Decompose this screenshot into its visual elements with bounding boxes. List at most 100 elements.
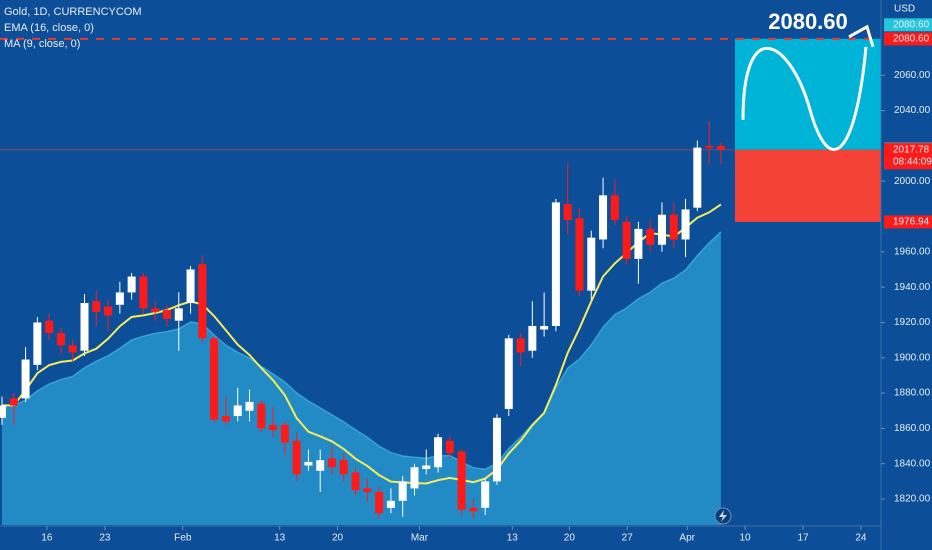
candle-body bbox=[657, 214, 666, 245]
candle-body bbox=[457, 451, 466, 510]
price-tag-label: 2080.60 bbox=[893, 33, 930, 44]
price-tag-label: 2017.78 bbox=[893, 144, 930, 155]
x-tick-label: Feb bbox=[174, 533, 192, 544]
ema-area bbox=[2, 231, 721, 525]
candle-body bbox=[316, 460, 325, 471]
candle-body bbox=[21, 359, 30, 399]
candle-body bbox=[351, 472, 360, 491]
candle-body bbox=[327, 458, 336, 468]
candle-body bbox=[693, 147, 702, 208]
forecast-curve bbox=[741, 46, 868, 151]
candle-body bbox=[599, 195, 608, 240]
candle-body bbox=[646, 228, 655, 245]
candle-body bbox=[610, 195, 619, 221]
candle-body bbox=[551, 202, 560, 326]
candle-body bbox=[587, 237, 596, 291]
candle-body bbox=[233, 405, 242, 417]
candle-body bbox=[528, 325, 537, 351]
candle-body bbox=[9, 398, 18, 406]
candle-body bbox=[210, 338, 219, 420]
y-tick-label: 2040.00 bbox=[894, 105, 931, 116]
ema-line bbox=[2, 231, 722, 471]
forecast-arrow bbox=[848, 24, 875, 48]
candle-body bbox=[198, 264, 207, 339]
candle-body bbox=[339, 460, 348, 475]
candle-body bbox=[245, 401, 254, 411]
y-tick-label: 1840.00 bbox=[894, 458, 931, 469]
candle-body bbox=[422, 465, 431, 470]
candle-body bbox=[162, 310, 171, 319]
x-tick-label: 20 bbox=[564, 533, 576, 544]
indicator-legend: EMA (16, close, 0) bbox=[4, 22, 94, 34]
candle-body bbox=[174, 308, 183, 321]
candle-body bbox=[151, 308, 160, 312]
candle-body bbox=[504, 338, 513, 409]
price-tag-label: 2080.60 bbox=[893, 19, 930, 30]
chart-title: Gold, 1D, CURRENCYCOM bbox=[4, 6, 142, 18]
candle-body bbox=[280, 424, 289, 443]
y-tick-label: 1860.00 bbox=[894, 423, 931, 434]
price-tag-label: 1976.94 bbox=[893, 217, 930, 228]
lightning-icon bbox=[714, 507, 732, 525]
candle-body bbox=[127, 276, 136, 293]
countdown-label: 08:44:09 bbox=[893, 156, 932, 167]
candle-body bbox=[622, 221, 631, 259]
candle-body bbox=[681, 209, 690, 240]
candle-body bbox=[92, 301, 101, 312]
target-annotation: 2080.60 bbox=[768, 9, 848, 34]
price-tag bbox=[884, 143, 932, 170]
position-loss bbox=[735, 149, 881, 222]
candle-body bbox=[221, 416, 230, 422]
x-tick-label: 17 bbox=[797, 533, 809, 544]
x-tick-label: 24 bbox=[855, 533, 867, 544]
candle-body bbox=[410, 467, 419, 489]
candle-body bbox=[56, 333, 65, 346]
candle-body bbox=[304, 461, 313, 466]
candle-body bbox=[80, 303, 89, 351]
x-tick-label: 23 bbox=[99, 533, 111, 544]
x-tick-label: 10 bbox=[739, 533, 751, 544]
x-tick-label: Apr bbox=[679, 533, 695, 544]
candle-body bbox=[186, 269, 195, 304]
x-tick-label: 27 bbox=[622, 533, 634, 544]
candle-body bbox=[481, 481, 490, 508]
price-tag bbox=[884, 32, 932, 46]
candle-body bbox=[492, 417, 501, 482]
candle-body bbox=[445, 440, 454, 454]
y-tick-label: 1900.00 bbox=[894, 352, 931, 363]
candle-body bbox=[0, 405, 7, 418]
candle-body bbox=[375, 491, 384, 514]
candle-body bbox=[563, 204, 572, 221]
candle-body bbox=[434, 437, 443, 468]
y-tick-label: 1920.00 bbox=[894, 317, 931, 328]
candle-body bbox=[68, 345, 77, 353]
indicator-legend: MA (9, close, 0) bbox=[4, 38, 80, 50]
candle-body bbox=[516, 338, 525, 353]
candle-body bbox=[257, 403, 266, 429]
y-tick-label: 2060.00 bbox=[894, 70, 931, 81]
y-tick-label: 1960.00 bbox=[894, 246, 931, 257]
candle-body bbox=[115, 292, 124, 305]
candle-body bbox=[540, 325, 549, 330]
x-tick-label: 13 bbox=[507, 533, 519, 544]
price-tag bbox=[884, 18, 932, 32]
candle-body bbox=[269, 424, 278, 431]
y-tick-label: 1820.00 bbox=[894, 494, 931, 505]
candle-body bbox=[363, 488, 372, 492]
candle-body bbox=[575, 218, 584, 291]
x-tick-label: Mar bbox=[411, 533, 429, 544]
candle-body bbox=[104, 306, 113, 316]
x-tick-label: 16 bbox=[41, 533, 53, 544]
x-tick-label: 13 bbox=[274, 533, 286, 544]
candle-body bbox=[292, 440, 301, 475]
position-profit bbox=[735, 38, 881, 150]
y-tick-label: 1940.00 bbox=[894, 282, 931, 293]
x-tick-label: 20 bbox=[332, 533, 344, 544]
y-tick-label: 1880.00 bbox=[894, 388, 931, 399]
currency-label: USD bbox=[894, 4, 915, 15]
price-tag bbox=[884, 215, 932, 229]
candle-body bbox=[705, 145, 714, 148]
candle-body bbox=[33, 322, 42, 365]
ma-line bbox=[2, 203, 722, 485]
candle-body bbox=[469, 507, 478, 512]
